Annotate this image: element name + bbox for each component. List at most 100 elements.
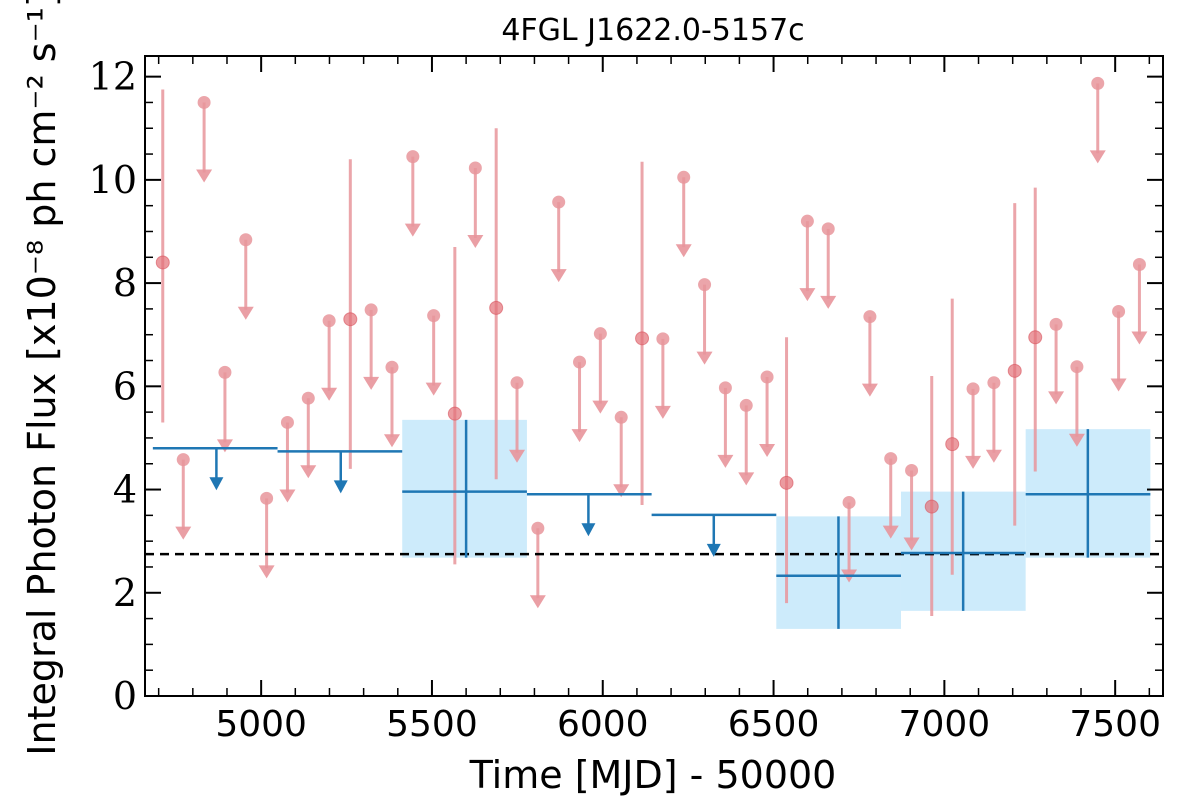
plot-area <box>145 76 1163 629</box>
monthly-ul-head-31 <box>965 455 982 469</box>
x-tick-label-2: 6000 <box>557 704 649 745</box>
monthly-ul-head-22 <box>717 454 734 468</box>
x-tick-label-3: 6500 <box>728 704 820 745</box>
monthly-ul-point-4 <box>260 491 274 505</box>
monthly-ul-head-5 <box>279 489 296 503</box>
plot-frame <box>144 55 1164 697</box>
y-tick-label-2: 4 <box>113 468 137 512</box>
monthly-ul-point-35 <box>1091 76 1105 90</box>
monthly-ul-head-33 <box>1048 391 1065 405</box>
monthly-point-8 <box>1007 363 1022 378</box>
monthly-ul-head-32 <box>985 449 1002 463</box>
monthly-ul-point-14 <box>531 521 545 535</box>
monthly-ul-point-6 <box>301 391 315 405</box>
chart-title: 4FGL J1622.0-5157c <box>501 13 804 48</box>
monthly-ul-point-29 <box>884 452 898 466</box>
monthly-ul-head-9 <box>383 434 400 448</box>
y-tick-label-6: 12 <box>89 55 137 99</box>
monthly-ul-head-15 <box>550 269 567 283</box>
axis-ticks: 0 2 4 6 8 10 12 5000 5500 6000 6500 7000 7500 <box>89 55 1163 745</box>
monthly-ul-head-3 <box>237 306 254 320</box>
monthly-ul-head-12 <box>467 235 484 248</box>
monthly-point-6 <box>924 499 939 514</box>
monthly-ul-point-16 <box>573 355 587 369</box>
monthly-ul-head-10 <box>404 223 421 237</box>
monthly-ul-head-16 <box>571 429 588 443</box>
monthly-ul-point-8 <box>364 303 378 317</box>
monthly-ul-point-21 <box>698 278 712 292</box>
monthly-ul-point-12 <box>468 161 482 175</box>
monthly-ul-head-6 <box>300 465 317 479</box>
monthly-ul-point-9 <box>385 360 399 374</box>
monthly-ul-point-28 <box>863 310 877 324</box>
monthly-ul-head-35 <box>1089 150 1106 164</box>
monthly-ul-point-19 <box>656 332 670 346</box>
monthly-ul-point-18 <box>614 410 628 424</box>
monthly-ul-head-28 <box>861 383 878 397</box>
x-tick-label-1: 5500 <box>386 704 478 745</box>
x-tick-label-0: 5000 <box>215 704 307 745</box>
monthly-ul-point-2 <box>218 365 232 379</box>
monthly-ul-head-36 <box>1110 378 1127 392</box>
monthly-ul-head-11 <box>425 382 442 396</box>
y-tick-label-3: 6 <box>113 364 137 408</box>
monthly-ul-head-29 <box>882 525 899 539</box>
y-tick-label-5: 10 <box>89 158 137 202</box>
x-axis-label: Time [MJD] - 50000 <box>469 753 837 797</box>
monthly-point-5 <box>779 475 794 490</box>
monthly-ul-point-25 <box>800 214 814 228</box>
monthly-point-3 <box>489 300 504 315</box>
monthly-ul-head-21 <box>696 351 713 365</box>
monthly-ul-point-26 <box>821 222 835 236</box>
monthly-point-7 <box>945 437 960 452</box>
monthly-ul-head-19 <box>654 405 671 419</box>
monthly-ul-point-34 <box>1070 360 1084 374</box>
yearly-ul-head-0 <box>209 477 224 491</box>
monthly-ul-head-2 <box>216 439 233 453</box>
monthly-ul-point-7 <box>322 314 336 328</box>
monthly-ul-point-32 <box>987 376 1001 390</box>
monthly-ul-head-24 <box>759 444 776 458</box>
yearly-ul-head-3 <box>706 543 721 557</box>
monthly-ul-point-36 <box>1112 304 1126 318</box>
monthly-point-2 <box>447 406 462 421</box>
monthly-ul-head-0 <box>175 526 192 540</box>
monthly-ul-point-5 <box>280 415 294 429</box>
monthly-ul-head-14 <box>529 595 546 609</box>
monthly-ul-head-25 <box>799 288 816 302</box>
monthly-ul-head-30 <box>903 537 920 551</box>
monthly-ul-point-37 <box>1132 258 1146 272</box>
yearly-ul-head-1 <box>333 480 348 494</box>
monthly-ul-point-1 <box>197 95 211 109</box>
monthly-point-9 <box>1028 330 1043 345</box>
monthly-ul-point-15 <box>552 195 566 209</box>
monthly-point-1 <box>343 312 358 327</box>
y-tick-label-4: 8 <box>113 261 137 305</box>
y-tick-label-1: 2 <box>113 571 137 615</box>
monthly-ul-head-37 <box>1131 331 1148 345</box>
monthly-ul-point-23 <box>739 398 753 412</box>
monthly-ul-head-17 <box>592 400 609 414</box>
y-axis-label: Integral Photon Flux [x10⁻⁸ ph cm⁻² s⁻¹] <box>20 0 64 756</box>
monthly-ul-head-20 <box>675 244 692 258</box>
x-tick-label-4: 7000 <box>899 704 991 745</box>
monthly-ul-point-33 <box>1049 317 1063 331</box>
monthly-ul-point-20 <box>677 170 691 184</box>
monthly-ul-point-24 <box>760 370 774 384</box>
monthly-ul-point-0 <box>176 453 190 467</box>
monthly-ul-head-4 <box>258 565 275 579</box>
monthly-ul-point-13 <box>510 376 524 390</box>
monthly-point-0 <box>155 255 170 270</box>
monthly-ul-head-1 <box>196 169 213 183</box>
monthly-ul-point-3 <box>239 233 253 247</box>
monthly-ul-point-11 <box>427 309 441 323</box>
monthly-ul-point-27 <box>842 495 856 509</box>
x-tick-label-5: 7500 <box>1069 704 1161 745</box>
monthly-ul-head-13 <box>509 449 526 463</box>
monthly-ul-head-23 <box>738 472 755 486</box>
monthly-ul-point-30 <box>905 463 919 477</box>
monthly-point-4 <box>635 331 650 346</box>
monthly-ul-point-10 <box>406 150 420 164</box>
monthly-ul-point-17 <box>593 327 607 341</box>
